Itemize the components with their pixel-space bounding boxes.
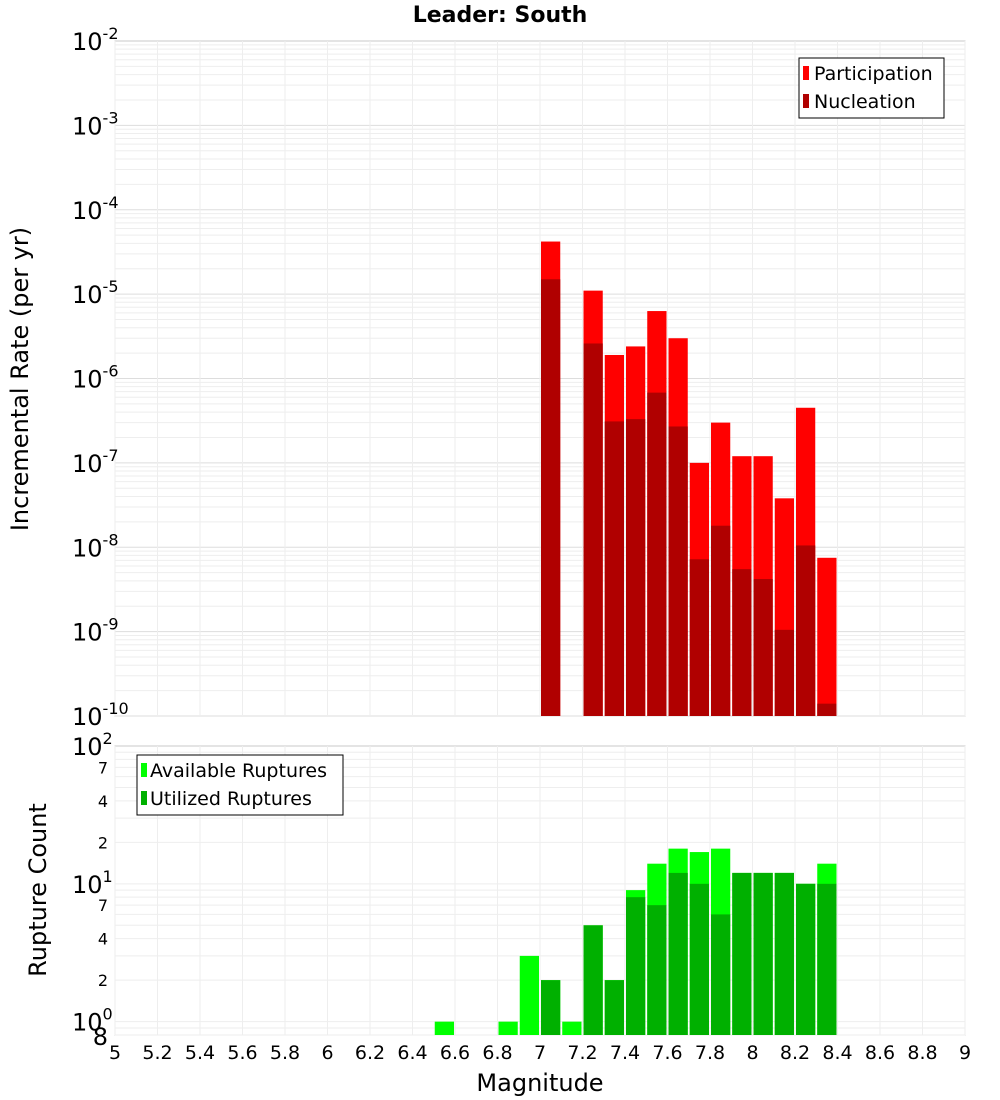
legend-swatch-participation [803, 66, 809, 80]
x-tick-label: 5 [109, 1042, 121, 1064]
top-bar-nucleation [668, 426, 688, 716]
bottom-bar-utilized-ruptures [604, 980, 624, 1035]
x-tick-label: 7 [534, 1042, 546, 1064]
top-y-tick-label: 10-8 [72, 530, 119, 562]
top-y-axis-label: Incremental Rate (per yr) [6, 227, 34, 531]
x-tick-label: 8.4 [822, 1042, 852, 1064]
bottom-y-tick-label: 4 [98, 930, 108, 949]
bottom-y-tick-label: 2 [98, 971, 108, 990]
bottom-bar-utilized-ruptures [817, 883, 837, 1035]
bottom-bar-utilized-ruptures [647, 905, 667, 1035]
bottom-bar-utilized-ruptures [732, 872, 752, 1035]
top-bar-nucleation [583, 343, 603, 716]
bottom-bars [434, 848, 837, 1035]
x-tick-label: 8.6 [865, 1042, 895, 1064]
bottom-y-axis-label: Rupture Count [24, 803, 52, 977]
bottom-bar-utilized-ruptures [774, 872, 794, 1035]
top-y-tick-label: 10-10 [72, 699, 129, 731]
top-bar-nucleation [604, 421, 624, 716]
x-tick-label: 6.6 [440, 1042, 470, 1064]
bottom-bar-utilized-ruptures [753, 872, 773, 1035]
bottom-bar-available-ruptures [562, 1021, 582, 1035]
bottom-bar-utilized-ruptures [626, 897, 646, 1035]
x-tick-label: 7.4 [610, 1042, 640, 1064]
top-bar-participation [817, 557, 837, 716]
legend-swatch-nucleation [803, 94, 809, 108]
top-gridlines [114, 41, 966, 717]
top-y-tick-label: 10-6 [72, 362, 119, 394]
x-tick-label: 6.8 [482, 1042, 512, 1064]
bottom-bar-utilized-ruptures [689, 883, 709, 1035]
x-tick-label: 9 [959, 1042, 971, 1064]
legend-swatch-utilized [141, 791, 147, 805]
top-y-tick-label: 10-2 [72, 24, 119, 56]
top-y-tick-label: 10-3 [72, 108, 119, 140]
top-bar-nucleation [711, 525, 731, 716]
top-y-tick-label: 10-5 [72, 277, 119, 309]
x-tick-label: 5.6 [227, 1042, 257, 1064]
chart-title: Leader: South [413, 3, 588, 28]
bottom-legend: Available Ruptures Utilized Ruptures [136, 754, 344, 816]
x-tick-label: 7.8 [695, 1042, 725, 1064]
top-bar-nucleation [774, 629, 794, 716]
top-y-tick-label: 10-4 [72, 193, 119, 225]
x-tick-label: 8 [746, 1042, 758, 1064]
top-bar-nucleation [647, 392, 667, 716]
legend-label-nucleation: Nucleation [814, 91, 916, 113]
top-bar-nucleation [817, 703, 837, 716]
bottom-bar-utilized-ruptures [541, 980, 561, 1035]
x-tick-label: 8.2 [780, 1042, 810, 1064]
x-tick-label: 5.4 [185, 1042, 215, 1064]
bottom-y-tick-label: 8 [93, 1023, 108, 1051]
bottom-bar-available-ruptures [498, 1021, 518, 1035]
x-tick-label: 7.2 [567, 1042, 597, 1064]
legend-swatch-available [141, 763, 147, 777]
legend-label-participation: Participation [814, 63, 933, 85]
bottom-bar-available-ruptures [519, 955, 539, 1035]
bottom-bar-utilized-ruptures [711, 914, 731, 1035]
x-tick-labels: 5 5.2 5.4 5.6 5.8 6 6.2 6.4 6.6 6.8 7 7.2 7.4 7.6 7.8 8… [109, 1042, 971, 1064]
bottom-bar-utilized-ruptures [583, 925, 603, 1035]
bottom-y-tick-label: 4 [98, 792, 108, 811]
bottom-y-tick-label: 2 [98, 833, 108, 852]
top-bars [541, 241, 837, 717]
legend-label-utilized: Utilized Ruptures [150, 788, 312, 810]
x-tick-label: 7.6 [652, 1042, 682, 1064]
top-bar-nucleation [626, 419, 646, 716]
legend-label-available: Available Ruptures [150, 760, 327, 782]
top-legend-box [798, 57, 945, 119]
top-bar-nucleation [753, 579, 773, 716]
top-y-tick-label: 10-9 [72, 615, 119, 647]
bottom-bar-available-ruptures [434, 1021, 454, 1035]
bottom-y-tick-label: 7 [98, 896, 108, 915]
x-axis-label: Magnitude [476, 1069, 603, 1097]
x-tick-label: 5.8 [270, 1042, 300, 1064]
x-tick-label: 8.8 [907, 1042, 937, 1064]
top-bar-nucleation [796, 545, 816, 716]
bottom-bar-utilized-ruptures [796, 883, 816, 1035]
bottom-legend-box [136, 754, 344, 816]
bottom-y-tick-label: 7 [98, 758, 108, 777]
top-bar-nucleation [689, 559, 709, 716]
x-tick-label: 6.4 [397, 1042, 427, 1064]
top-bar-nucleation [541, 279, 561, 716]
x-tick-label: 6.2 [355, 1042, 385, 1064]
top-y-tick-label: 10-7 [72, 446, 119, 478]
x-tick-label: 6 [321, 1042, 333, 1064]
bottom-y-tick-label: 101 [72, 867, 113, 899]
top-legend: Participation Nucleation [798, 57, 945, 119]
bottom-bar-utilized-ruptures [668, 872, 688, 1035]
bottom-y-tick-label: 102 [72, 729, 113, 761]
x-tick-label: 5.2 [142, 1042, 172, 1064]
top-bar-nucleation [732, 569, 752, 716]
